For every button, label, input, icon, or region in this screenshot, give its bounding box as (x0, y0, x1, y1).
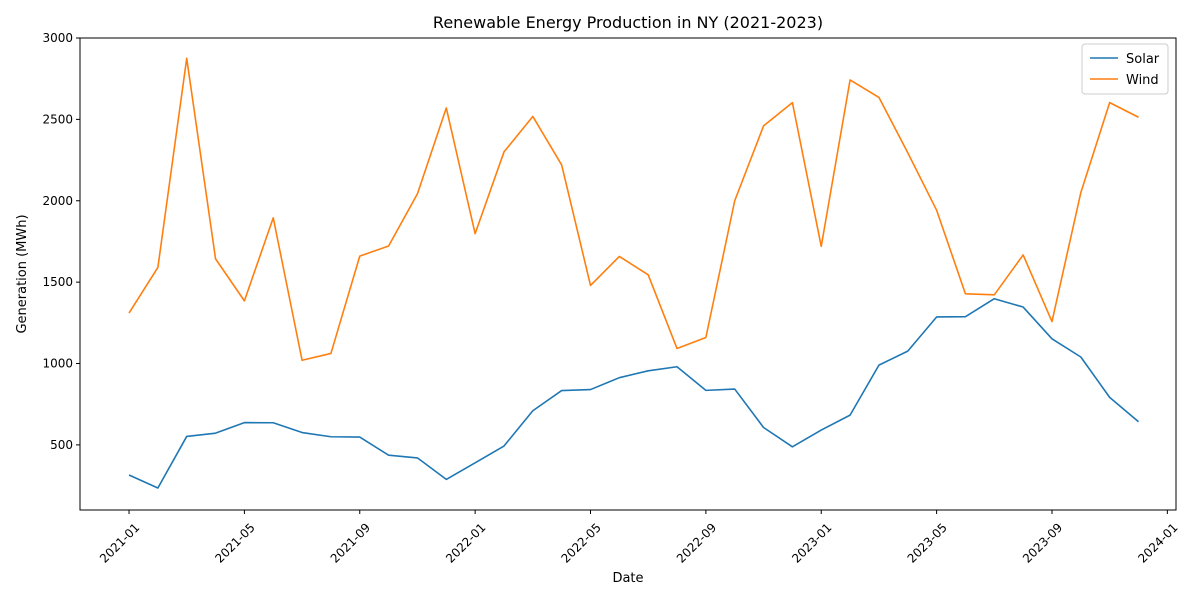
plot-lines (128, 57, 1140, 489)
chart-title: Renewable Energy Production in NY (2021-… (433, 13, 823, 32)
x-axis-label: Date (612, 571, 643, 586)
y-tick-label: 2000 (42, 194, 73, 208)
y-tick-label: 2500 (42, 112, 73, 126)
legend: Solar Wind (1081, 43, 1169, 95)
y-tick-label: 1000 (42, 357, 73, 371)
legend-label-solar: Solar (1126, 52, 1160, 67)
legend-box (1081, 43, 1169, 95)
series-line-solar (128, 297, 1140, 489)
y-tick-label: 500 (50, 438, 73, 452)
y-tick-label: 3000 (42, 31, 73, 45)
series-line-wind (128, 57, 1139, 362)
y-axis-label: Generation (MWh) (15, 214, 30, 333)
legend-label-wind: Wind (1126, 73, 1159, 88)
plot-frame (79, 37, 1177, 511)
y-tick-label: 1500 (42, 275, 73, 289)
y-axis: 500 1000 1500 2000 2500 3000 (42, 31, 80, 452)
